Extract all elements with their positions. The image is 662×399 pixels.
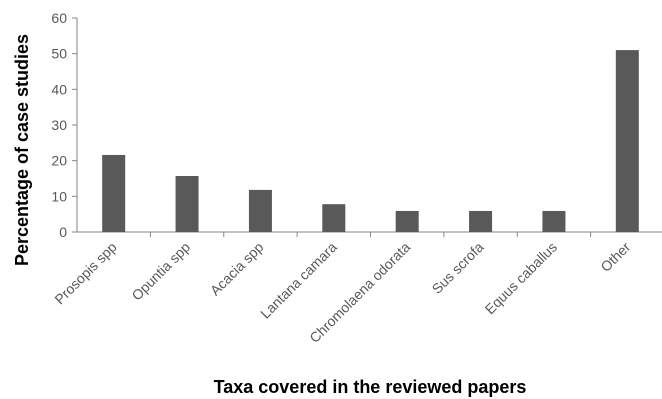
- x-axis: [77, 232, 662, 237]
- x-category-label: Prosopis spp: [51, 239, 120, 308]
- bars: [102, 50, 639, 232]
- y-tick-label: 40: [51, 81, 67, 97]
- x-category-label: Acacia spp: [207, 239, 267, 299]
- bar: [616, 50, 639, 232]
- y-tick-label: 20: [51, 153, 67, 169]
- bar: [176, 176, 199, 232]
- bar: [102, 155, 125, 232]
- bar: [542, 211, 565, 232]
- y-axis-title: Percentage of case studies: [12, 34, 32, 266]
- bar: [469, 211, 492, 232]
- y-tick-label: 60: [51, 10, 67, 26]
- x-category-label: Sus scrofa: [429, 239, 487, 297]
- x-category-label: Equus caballus: [482, 239, 560, 317]
- y-tick-label: 50: [51, 46, 67, 62]
- bar: [249, 190, 272, 232]
- bar: [396, 211, 419, 232]
- bar: [322, 204, 345, 232]
- category-labels: Prosopis spp Opuntia spp Acacia sppLantana…: [51, 239, 633, 346]
- y-tick-label: 30: [51, 117, 67, 133]
- y-tick-label: 0: [59, 224, 67, 240]
- y-axis: 0 10 20 30 40 50 60: [51, 10, 77, 240]
- x-category-label: Other: [597, 239, 633, 275]
- x-axis-title: Taxa covered in the reviewed papers: [214, 377, 527, 397]
- x-category-label: Opuntia spp: [128, 239, 193, 304]
- y-tick-label: 10: [51, 188, 67, 204]
- x-category-label: Lantana camara: [257, 239, 340, 322]
